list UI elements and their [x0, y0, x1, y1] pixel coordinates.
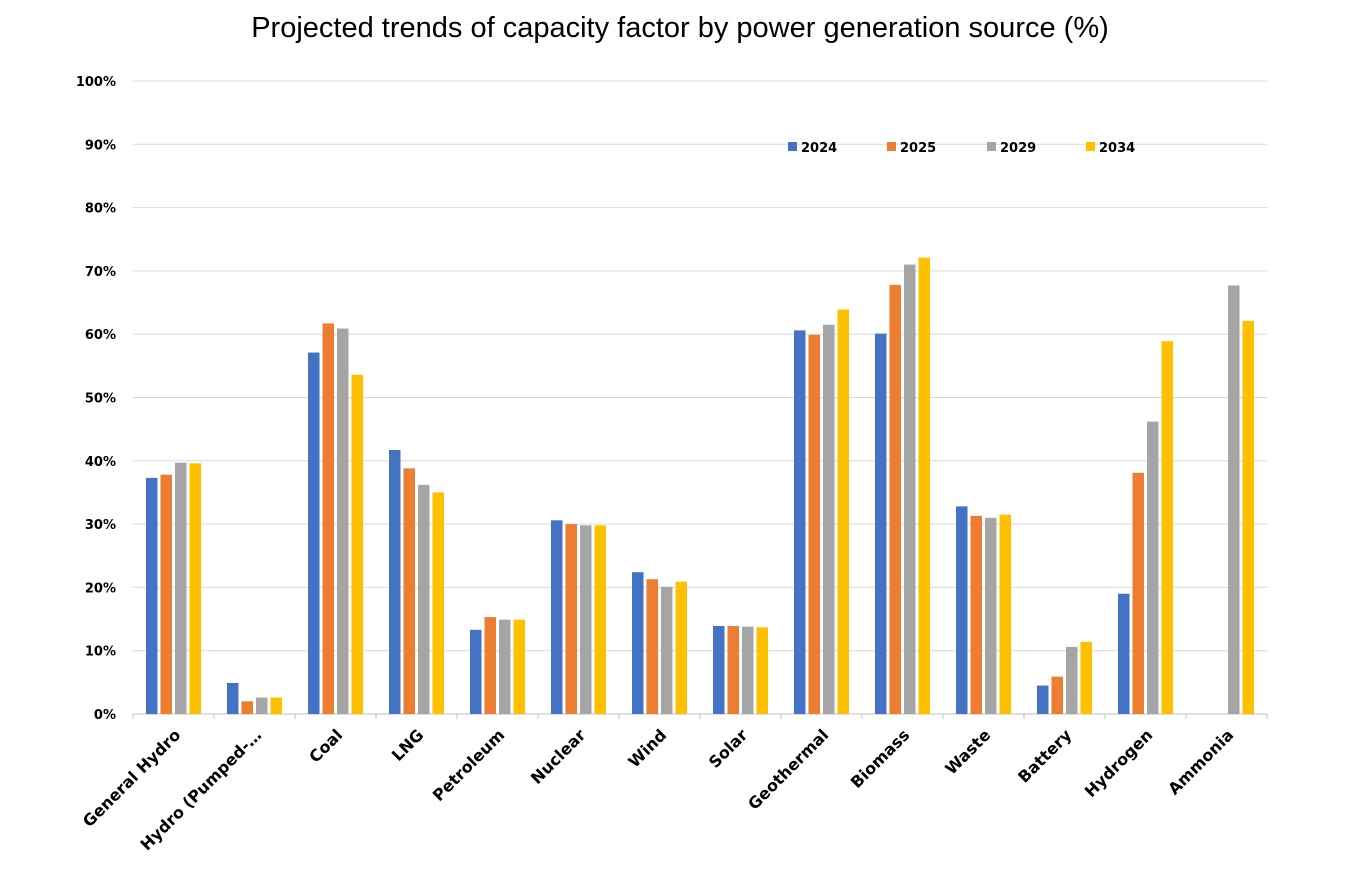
bar — [742, 626, 754, 714]
y-tick-label: 30% — [85, 518, 116, 533]
x-tick-label: Wind — [624, 725, 670, 771]
x-tick-label: Geothermal — [744, 725, 832, 813]
bar — [565, 524, 577, 714]
legend-label: 2034 — [1099, 141, 1135, 156]
x-tick-label: Petroleum — [429, 725, 509, 805]
x-tick-label: Battery — [1014, 725, 1076, 787]
bar — [484, 617, 496, 714]
bar — [956, 506, 968, 714]
bar — [904, 264, 916, 714]
bar — [1037, 685, 1049, 714]
bar — [1161, 341, 1173, 714]
x-tick-label: Nuclear — [527, 725, 590, 788]
bar — [889, 284, 901, 714]
legend-swatch — [1086, 142, 1095, 151]
x-tick-label: Coal — [305, 725, 346, 766]
y-tick-label: 80% — [85, 202, 116, 217]
y-tick-label: 50% — [85, 392, 116, 407]
bar — [1132, 472, 1144, 714]
bar — [403, 468, 415, 714]
x-tick-label: Solar — [705, 725, 752, 772]
legend-label: 2024 — [801, 141, 837, 156]
bar — [351, 374, 363, 714]
bar — [918, 257, 930, 714]
legend-swatch — [887, 142, 896, 151]
bar — [1242, 320, 1254, 714]
chart-title: Projected trends of capacity factor by p… — [251, 12, 1109, 44]
bar — [713, 626, 725, 714]
bar — [499, 619, 511, 714]
bar — [337, 328, 349, 714]
bar — [160, 474, 172, 714]
bar — [675, 581, 687, 714]
bar — [646, 579, 658, 714]
bar — [470, 629, 482, 714]
bar — [1118, 593, 1130, 714]
bar — [985, 517, 997, 714]
bar — [837, 309, 849, 714]
bar — [875, 333, 887, 714]
bar — [661, 586, 673, 714]
bar — [189, 463, 201, 714]
legend-label: 2029 — [1000, 141, 1036, 156]
bar — [308, 352, 320, 714]
y-tick-label: 60% — [85, 328, 116, 343]
bar — [432, 492, 444, 714]
y-tick-label: 10% — [85, 645, 116, 660]
bar — [1080, 641, 1092, 714]
y-tick-label: 0% — [94, 708, 116, 723]
y-tick-label: 40% — [85, 455, 116, 470]
x-tick-label: Hydrogen — [1081, 725, 1157, 801]
bar — [794, 330, 806, 714]
x-tick-label: Waste — [941, 725, 994, 778]
bar — [727, 626, 739, 714]
bar — [999, 514, 1011, 714]
y-tick-label: 20% — [85, 581, 116, 596]
x-tick-label: Biomass — [847, 725, 914, 792]
bar — [1051, 676, 1063, 714]
bar — [513, 619, 525, 714]
bar — [256, 697, 268, 714]
y-tick-label: 100% — [76, 75, 116, 90]
legend-swatch — [987, 142, 996, 151]
bar — [389, 450, 401, 714]
bar — [1228, 285, 1240, 714]
bar — [322, 323, 334, 714]
x-tick-label: Ammonia — [1164, 725, 1237, 798]
bar — [808, 334, 820, 714]
bar — [418, 484, 430, 714]
x-tick-label: LNG — [388, 725, 427, 764]
bar — [241, 701, 253, 714]
bar — [175, 462, 187, 714]
bar — [823, 324, 835, 714]
y-tick-label: 70% — [85, 265, 116, 280]
bar — [970, 515, 982, 714]
bar — [756, 627, 768, 714]
bar — [227, 682, 239, 714]
legend-label: 2025 — [900, 141, 936, 156]
bar — [270, 697, 282, 714]
legend-swatch — [788, 142, 797, 151]
bar — [594, 525, 606, 714]
bar — [1066, 646, 1078, 714]
y-tick-label: 90% — [85, 138, 116, 153]
bar — [146, 477, 158, 714]
bar — [1147, 421, 1159, 714]
bar — [632, 572, 644, 714]
bar — [580, 525, 592, 714]
bar — [551, 520, 563, 714]
